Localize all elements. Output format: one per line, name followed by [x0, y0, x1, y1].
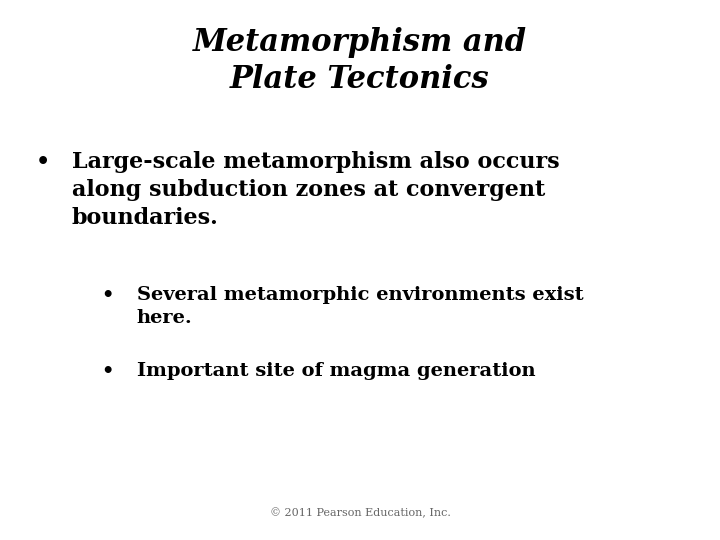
Text: Metamorphism and
Plate Tectonics: Metamorphism and Plate Tectonics — [193, 27, 527, 95]
Text: © 2011 Pearson Education, Inc.: © 2011 Pearson Education, Inc. — [269, 508, 451, 518]
Text: •: • — [101, 286, 113, 304]
Text: •: • — [36, 151, 50, 173]
Text: Large-scale metamorphism also occurs
along subduction zones at convergent
bounda: Large-scale metamorphism also occurs alo… — [72, 151, 559, 229]
Text: Several metamorphic environments exist
here.: Several metamorphic environments exist h… — [137, 286, 583, 327]
Text: •: • — [101, 362, 113, 380]
Text: Important site of magma generation: Important site of magma generation — [137, 362, 536, 380]
